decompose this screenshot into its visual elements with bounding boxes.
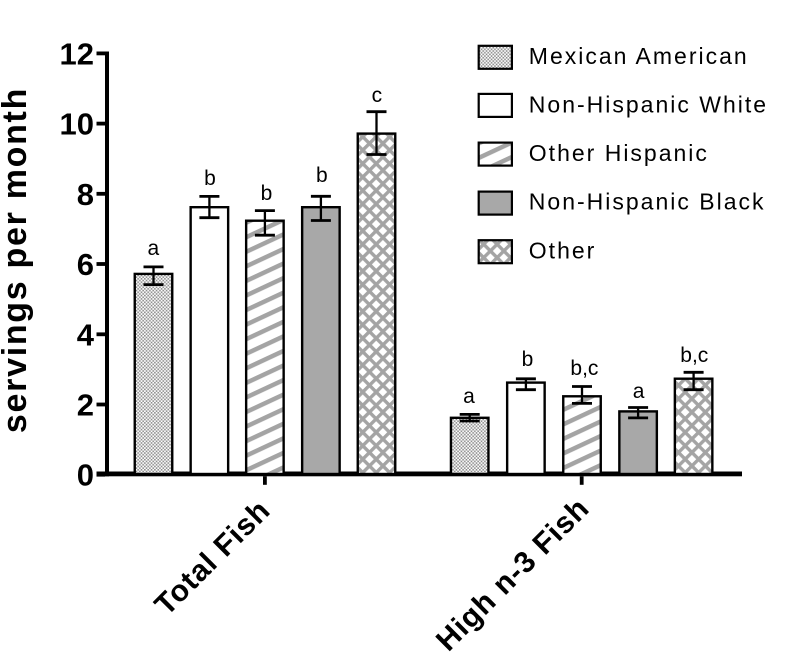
svg-text:2: 2 [77,388,94,423]
svg-text:10: 10 [60,107,94,142]
svg-text:b: b [522,348,534,371]
svg-text:6: 6 [77,247,94,282]
svg-text:b,c: b,c [680,344,708,367]
svg-text:b,c: b,c [570,357,598,380]
svg-text:servings per month: servings per month [0,87,34,433]
svg-text:Total Fish: Total Fish [149,494,277,622]
svg-text:Non-Hispanic White: Non-Hispanic White [529,92,768,118]
svg-text:b: b [316,164,328,187]
svg-text:12: 12 [60,36,94,71]
svg-text:High n-3 Fish: High n-3 Fish [430,492,596,658]
svg-text:b: b [204,167,216,190]
svg-text:b: b [261,182,273,205]
svg-text:Other: Other [529,237,597,263]
svg-text:Other Hispanic: Other Hispanic [529,140,709,166]
svg-text:0: 0 [77,458,94,493]
svg-text:a: a [147,237,159,260]
svg-text:4: 4 [77,317,95,352]
svg-text:Mexican American: Mexican American [529,43,749,69]
svg-text:8: 8 [77,177,94,212]
svg-text:Non-Hispanic Black: Non-Hispanic Black [529,189,766,215]
svg-text:c: c [372,84,383,107]
svg-text:a: a [633,380,645,403]
svg-text:a: a [463,385,475,408]
